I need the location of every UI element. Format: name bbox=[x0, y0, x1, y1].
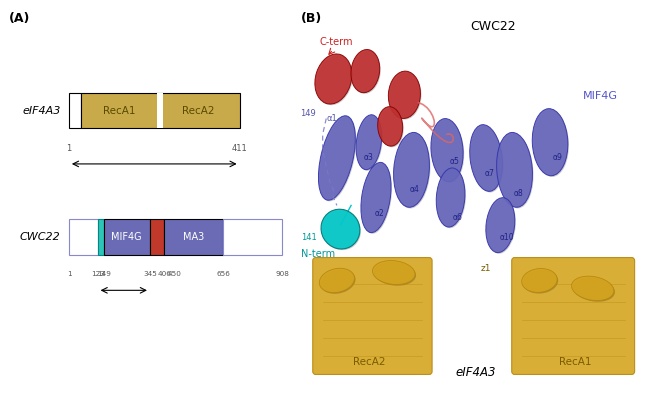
FancyBboxPatch shape bbox=[164, 219, 223, 255]
Ellipse shape bbox=[432, 120, 464, 183]
FancyBboxPatch shape bbox=[157, 93, 163, 128]
Ellipse shape bbox=[315, 54, 352, 104]
Ellipse shape bbox=[390, 72, 421, 120]
Text: (A): (A) bbox=[9, 12, 30, 25]
Text: α7: α7 bbox=[484, 169, 495, 178]
Text: RecA2: RecA2 bbox=[182, 105, 214, 116]
Text: 345: 345 bbox=[143, 271, 157, 276]
Ellipse shape bbox=[486, 198, 515, 253]
Text: z1: z1 bbox=[481, 264, 492, 273]
Text: 123: 123 bbox=[90, 271, 105, 276]
Ellipse shape bbox=[379, 108, 404, 147]
FancyBboxPatch shape bbox=[98, 219, 104, 255]
Ellipse shape bbox=[431, 118, 463, 182]
Text: eIF4A3: eIF4A3 bbox=[22, 105, 61, 116]
Text: RecA1: RecA1 bbox=[559, 357, 591, 367]
Ellipse shape bbox=[470, 125, 503, 191]
Text: 908: 908 bbox=[275, 271, 289, 276]
Text: MIF4G: MIF4G bbox=[583, 91, 618, 101]
Ellipse shape bbox=[373, 261, 415, 284]
Text: 656: 656 bbox=[216, 271, 230, 276]
Text: eIF4A3: eIF4A3 bbox=[455, 366, 495, 379]
Ellipse shape bbox=[437, 169, 466, 228]
Text: CWC22: CWC22 bbox=[470, 20, 516, 33]
Text: α1: α1 bbox=[326, 114, 337, 123]
Ellipse shape bbox=[487, 199, 516, 254]
Text: α8: α8 bbox=[513, 189, 523, 198]
Text: N-term: N-term bbox=[301, 249, 335, 259]
FancyBboxPatch shape bbox=[313, 258, 432, 374]
FancyBboxPatch shape bbox=[512, 258, 634, 374]
Text: RecA2: RecA2 bbox=[353, 357, 385, 367]
Text: MIF4G: MIF4G bbox=[112, 232, 142, 242]
Ellipse shape bbox=[572, 276, 614, 301]
Ellipse shape bbox=[471, 126, 504, 192]
Text: α5: α5 bbox=[449, 158, 459, 166]
Ellipse shape bbox=[352, 51, 380, 94]
Ellipse shape bbox=[319, 268, 355, 293]
Ellipse shape bbox=[356, 115, 382, 169]
Ellipse shape bbox=[532, 109, 568, 176]
FancyBboxPatch shape bbox=[104, 219, 150, 255]
Text: MA3: MA3 bbox=[183, 232, 204, 242]
Text: α9: α9 bbox=[552, 154, 562, 162]
Ellipse shape bbox=[316, 55, 353, 105]
Ellipse shape bbox=[320, 269, 355, 294]
Ellipse shape bbox=[351, 49, 380, 93]
Text: 1: 1 bbox=[67, 144, 72, 153]
Ellipse shape bbox=[361, 162, 391, 233]
Ellipse shape bbox=[320, 117, 357, 201]
FancyBboxPatch shape bbox=[69, 219, 98, 255]
Text: RecA1: RecA1 bbox=[103, 105, 135, 116]
FancyBboxPatch shape bbox=[69, 93, 81, 128]
Ellipse shape bbox=[322, 211, 361, 250]
Ellipse shape bbox=[395, 134, 430, 209]
FancyBboxPatch shape bbox=[150, 219, 164, 255]
Ellipse shape bbox=[388, 71, 421, 118]
Ellipse shape bbox=[497, 132, 532, 207]
Text: 149: 149 bbox=[300, 109, 317, 118]
Ellipse shape bbox=[321, 209, 360, 249]
Text: 450: 450 bbox=[167, 271, 182, 276]
Text: α4: α4 bbox=[410, 185, 420, 194]
Ellipse shape bbox=[523, 270, 558, 293]
Ellipse shape bbox=[373, 262, 416, 286]
Text: α2: α2 bbox=[375, 209, 384, 218]
Ellipse shape bbox=[357, 116, 382, 171]
FancyBboxPatch shape bbox=[223, 219, 282, 255]
Text: (B): (B) bbox=[301, 12, 322, 25]
Ellipse shape bbox=[362, 164, 392, 234]
Ellipse shape bbox=[378, 107, 402, 146]
Ellipse shape bbox=[522, 269, 557, 292]
Ellipse shape bbox=[436, 168, 465, 227]
Text: 141: 141 bbox=[301, 233, 317, 241]
Ellipse shape bbox=[534, 110, 569, 177]
Text: 149: 149 bbox=[97, 271, 110, 276]
Text: α6: α6 bbox=[453, 213, 463, 222]
Text: α3: α3 bbox=[364, 154, 374, 162]
FancyBboxPatch shape bbox=[81, 93, 240, 128]
Text: 411: 411 bbox=[232, 144, 247, 153]
Text: 406: 406 bbox=[157, 271, 171, 276]
Text: α10: α10 bbox=[500, 233, 515, 241]
Ellipse shape bbox=[497, 134, 534, 209]
Text: C-term: C-term bbox=[319, 38, 353, 47]
Text: CWC22: CWC22 bbox=[20, 232, 61, 242]
Ellipse shape bbox=[393, 132, 430, 207]
Ellipse shape bbox=[572, 277, 615, 302]
Text: 1: 1 bbox=[67, 271, 71, 276]
Ellipse shape bbox=[318, 116, 355, 200]
